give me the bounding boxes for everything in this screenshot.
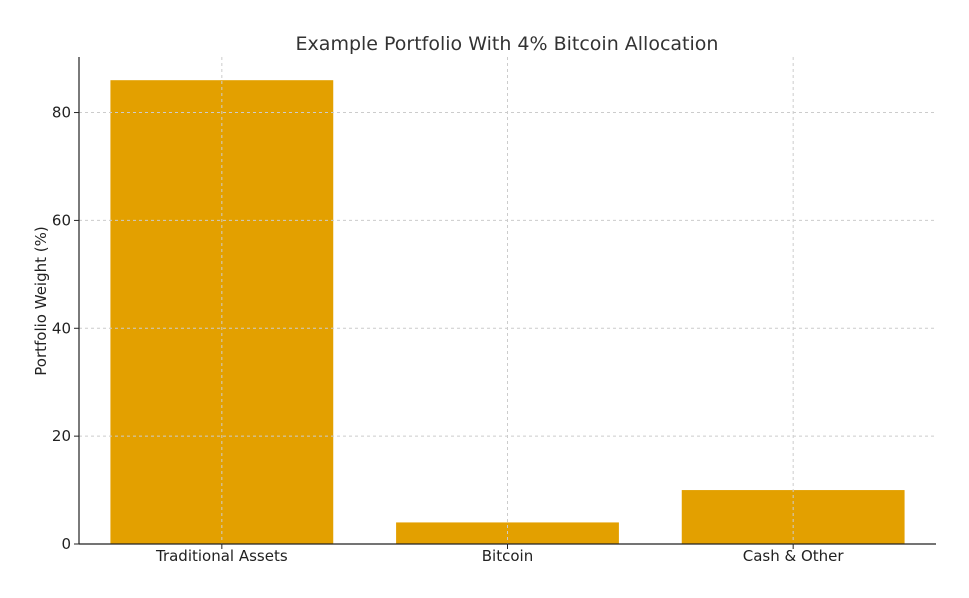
bar-cash-other <box>681 490 905 544</box>
chart-title: Example Portfolio With 4% Bitcoin Alloca… <box>296 33 719 55</box>
y-tick-label: 80 <box>52 104 71 122</box>
y-tick-label: 20 <box>52 427 71 445</box>
x-tick-label: Cash & Other <box>743 547 845 565</box>
y-tick-label: 60 <box>52 211 71 229</box>
y-axis-label: Portfolio Weight (%) <box>32 226 50 375</box>
y-tick-label: 0 <box>61 535 71 553</box>
ticks-layer: 0 20 40 60 80 Traditional Assets Bitcoin Cash &… <box>52 104 844 565</box>
x-tick-label: Bitcoin <box>482 547 533 565</box>
x-tick-label: Traditional Assets <box>155 547 288 565</box>
y-tick-label: 40 <box>52 319 71 337</box>
grid-layer <box>79 57 936 544</box>
